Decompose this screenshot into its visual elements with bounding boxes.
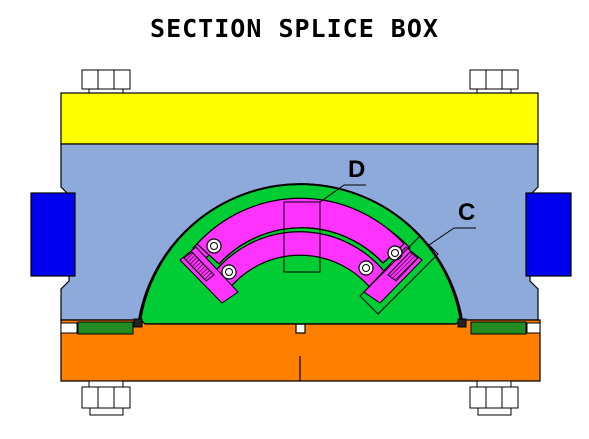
screw-icon — [221, 264, 237, 280]
top-left-bolt — [81, 69, 131, 95]
right-corner-pin — [457, 318, 467, 328]
right-gasket — [470, 321, 527, 335]
left-edge-seal — [60, 322, 78, 334]
bottom-right-bolt — [469, 380, 519, 416]
detail-c-frame — [359, 235, 439, 315]
screw-icon — [387, 245, 403, 261]
top-right-bolt — [469, 69, 519, 95]
left-gasket — [77, 321, 134, 335]
detail-c-leader — [428, 227, 455, 246]
detail-d-label: D — [348, 156, 365, 183]
bottom-left-bolt — [81, 380, 131, 416]
screw-icon — [358, 260, 374, 276]
left-corner-pin — [133, 318, 143, 328]
base-plate — [60, 319, 541, 382]
detail-d-frame — [283, 201, 321, 273]
drawing-title: SECTION SPLICE BOX — [150, 14, 439, 43]
screw-icon — [206, 238, 222, 254]
detail-d-leader — [319, 184, 345, 203]
right-retainer-clamp — [363, 246, 423, 304]
top-plate — [60, 92, 539, 145]
right-edge-seal — [526, 322, 541, 334]
detail-c-label: C — [458, 199, 475, 226]
left-end-block — [30, 192, 76, 277]
dome-outline-arc — [137, 183, 464, 327]
right-end-block — [525, 192, 572, 277]
segment-groove-arc — [218, 227, 384, 265]
left-retainer-clamp — [179, 246, 239, 304]
